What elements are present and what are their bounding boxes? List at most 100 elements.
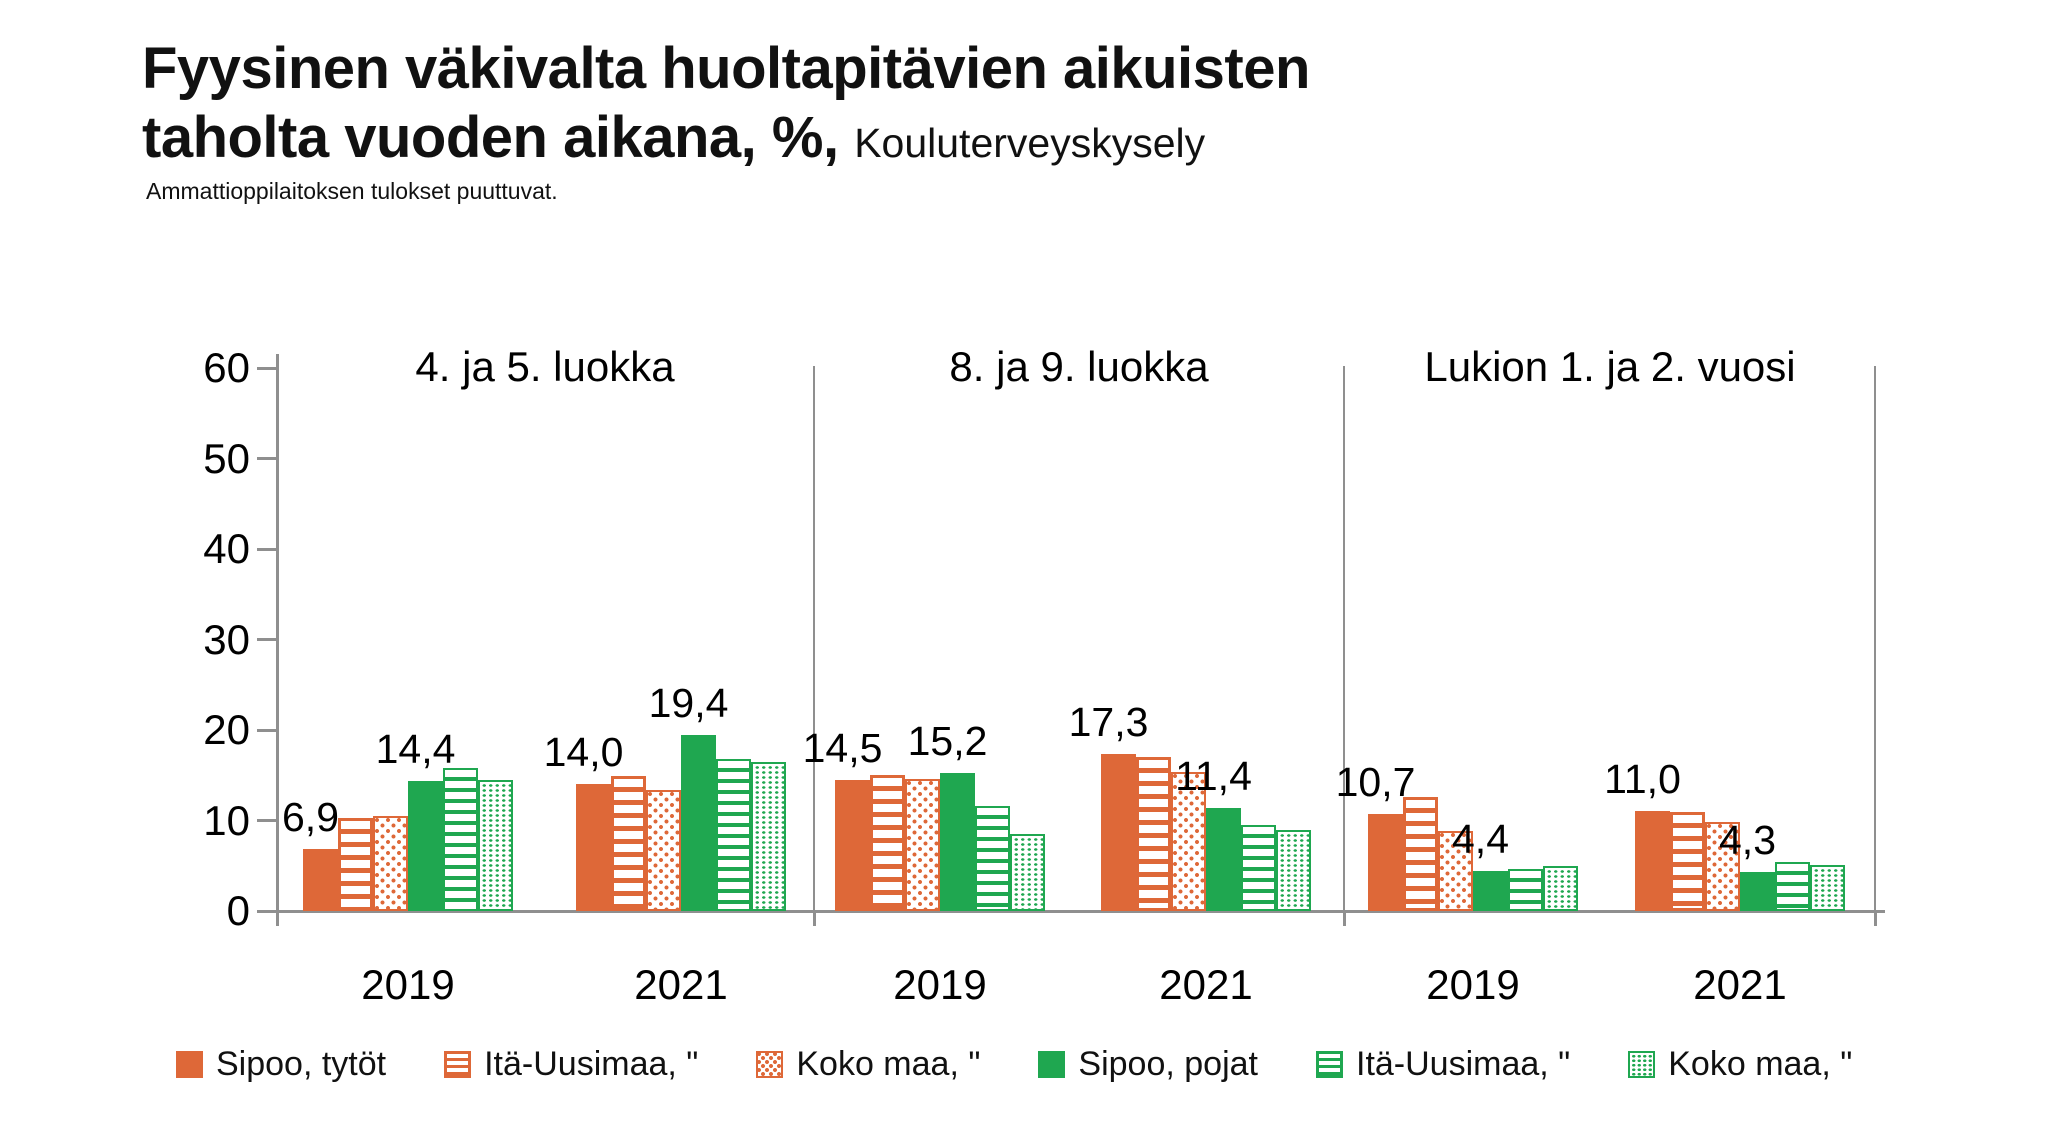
bar bbox=[338, 817, 373, 911]
bar-value-label: 17,3 bbox=[1068, 699, 1149, 746]
legend-item: Sipoo, pojat bbox=[1038, 1044, 1258, 1084]
legend-label: Itä-Uusimaa, " bbox=[484, 1045, 699, 1083]
bar bbox=[905, 778, 940, 911]
y-axis-tick-label: 10 bbox=[203, 796, 250, 844]
bar bbox=[443, 768, 478, 911]
y-axis-tick bbox=[257, 728, 277, 732]
legend-label: Koko maa, " bbox=[796, 1045, 981, 1083]
legend-swatch-hstripe-orange bbox=[444, 1050, 472, 1078]
bar-value-label: 14,5 bbox=[802, 724, 883, 771]
y-axis-tick-label: 30 bbox=[203, 615, 250, 663]
bar-value-label: 10,7 bbox=[1335, 759, 1416, 806]
legend-item: Itä-Uusimaa, " bbox=[444, 1044, 698, 1084]
x-axis-tick bbox=[1874, 911, 1877, 926]
bar-value-label: 11,0 bbox=[1604, 756, 1681, 803]
bar bbox=[751, 761, 786, 911]
y-axis-tick bbox=[257, 547, 277, 551]
bar bbox=[1775, 862, 1810, 911]
bar bbox=[646, 789, 681, 911]
bar-value-label: 19,4 bbox=[648, 680, 729, 727]
legend-label: Sipoo, pojat bbox=[1078, 1045, 1258, 1083]
panel-title: 4. ja 5. luokka bbox=[415, 343, 675, 390]
y-axis-tick-label: 0 bbox=[226, 887, 250, 934]
bar-value-label: 14,4 bbox=[375, 725, 456, 772]
bar bbox=[1438, 831, 1473, 911]
bar bbox=[303, 848, 338, 911]
legend-item: Koko maa, " bbox=[756, 1044, 980, 1084]
bar bbox=[1276, 829, 1311, 911]
bar bbox=[408, 780, 443, 911]
bar bbox=[1705, 822, 1740, 911]
bar bbox=[1508, 869, 1543, 911]
panel-divider-line bbox=[1343, 366, 1345, 911]
y-axis-tick bbox=[257, 366, 277, 370]
page-title: Fyysinen väkivalta huoltapitävien aikuis… bbox=[142, 34, 1432, 172]
y-axis-tick bbox=[257, 819, 277, 822]
legend-swatch-solid-orange bbox=[176, 1050, 203, 1078]
bar-value-label: 4,3 bbox=[1719, 817, 1776, 864]
x-axis-tick bbox=[1343, 911, 1346, 926]
page-title-suffix: Kouluterveyskysely bbox=[854, 120, 1206, 167]
legend-swatch-hstripe-green bbox=[1316, 1050, 1343, 1078]
legend-label: Itä-Uusimaa, " bbox=[1356, 1045, 1571, 1083]
legend-label: Sipoo, tytöt bbox=[216, 1045, 387, 1083]
bar bbox=[1740, 872, 1775, 911]
bar bbox=[478, 779, 513, 911]
x-year-label: 2021 bbox=[634, 961, 728, 1008]
legend-swatch-dots-orange bbox=[756, 1050, 784, 1078]
bar-value-label: 15,2 bbox=[907, 718, 988, 765]
x-axis-line bbox=[257, 909, 1885, 913]
panel-divider-line bbox=[813, 366, 815, 911]
bar bbox=[1810, 864, 1845, 911]
bar bbox=[1543, 865, 1578, 911]
x-axis-tick bbox=[276, 911, 279, 926]
bar bbox=[940, 773, 975, 911]
x-year-label: 2019 bbox=[1426, 961, 1520, 1008]
x-year-label: 2021 bbox=[1159, 961, 1253, 1008]
bar bbox=[1101, 754, 1136, 911]
bar bbox=[373, 815, 408, 911]
bar bbox=[1241, 825, 1276, 911]
plot-right-border-line bbox=[1874, 366, 1876, 911]
y-axis-tick-label: 60 bbox=[203, 344, 250, 391]
legend-item: Itä-Uusimaa, " bbox=[1316, 1044, 1570, 1084]
y-axis-tick-label: 40 bbox=[203, 525, 250, 572]
legend-label: Koko maa, " bbox=[1668, 1045, 1853, 1083]
bar-value-label: 6,9 bbox=[282, 793, 339, 840]
y-axis-tick bbox=[257, 638, 277, 641]
panel-title: Lukion 1. ja 2. vuosi bbox=[1424, 343, 1796, 390]
bar bbox=[835, 779, 870, 911]
x-year-label: 2019 bbox=[361, 961, 455, 1008]
legend-item: Koko maa, " bbox=[1628, 1044, 1852, 1084]
y-axis-tick-label: 20 bbox=[203, 706, 250, 753]
bar bbox=[1368, 814, 1403, 911]
bar-value-label: 4,4 bbox=[1452, 816, 1509, 863]
bar bbox=[870, 775, 905, 911]
bar bbox=[1010, 834, 1045, 911]
bar bbox=[576, 784, 611, 911]
y-axis-line bbox=[275, 354, 279, 913]
bar-value-label: 11,4 bbox=[1175, 752, 1252, 799]
y-axis-tick bbox=[257, 457, 277, 460]
bar bbox=[1171, 771, 1206, 911]
bar bbox=[1670, 812, 1705, 911]
bar bbox=[1403, 796, 1438, 911]
x-year-label: 2021 bbox=[1693, 961, 1787, 1008]
legend-swatch-solid-green bbox=[1038, 1050, 1066, 1078]
bar bbox=[1206, 807, 1241, 911]
legend-item: Sipoo, tytöt bbox=[176, 1044, 386, 1084]
bar bbox=[681, 735, 716, 911]
x-year-label: 2019 bbox=[893, 961, 987, 1008]
bar bbox=[611, 776, 646, 911]
page-subtitle: Ammattioppilaitoksen tulokset puuttuvat. bbox=[146, 178, 558, 204]
bar bbox=[716, 758, 751, 911]
legend-swatch-dots-green bbox=[1628, 1050, 1656, 1078]
x-axis-tick bbox=[813, 911, 816, 926]
chart-legend: Sipoo, tytöt Itä-Uusimaa, " Koko maa, " Sip… bbox=[176, 1044, 2006, 1084]
y-axis-tick-label: 50 bbox=[203, 434, 250, 482]
panel-title: 8. ja 9. luokka bbox=[949, 343, 1209, 390]
bar-value-label: 14,0 bbox=[543, 729, 624, 776]
bar bbox=[1473, 871, 1508, 911]
